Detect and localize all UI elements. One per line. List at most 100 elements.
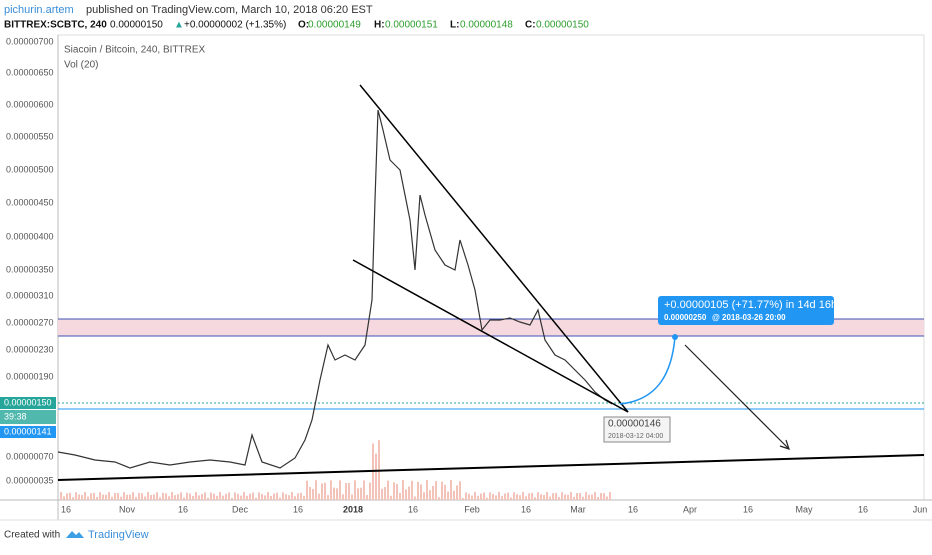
volume-bar [309, 487, 311, 500]
c: 0.00000150 [536, 20, 589, 31]
volume-bar [345, 483, 347, 500]
volume-bar [456, 485, 458, 500]
volume-bar [144, 496, 146, 500]
volume-bar [513, 492, 515, 500]
down-arrow [684, 344, 789, 449]
volume-bar [474, 492, 476, 500]
volume-bar [192, 496, 194, 500]
volume-bar [222, 495, 224, 500]
volume-bar [579, 493, 581, 500]
volume-bar [267, 492, 269, 500]
volume-bar [333, 487, 335, 500]
author[interactable]: pichurin.artem [4, 4, 74, 16]
volume-bar [114, 493, 116, 500]
footer-brand[interactable]: TradingView [88, 529, 149, 541]
volume-bar [273, 493, 275, 500]
volume-bar [402, 480, 404, 500]
volume-bar [135, 497, 137, 500]
volume-bar [540, 494, 542, 500]
volume-bar [255, 497, 257, 500]
low-price: 0.00000146 [608, 419, 661, 430]
line-price-tag [0, 426, 56, 438]
volume-bar [186, 492, 188, 500]
y-tick-label: 0.00000650 [6, 67, 54, 77]
volume-bar [381, 488, 383, 500]
published: published on TradingView.com, March 10, … [86, 4, 373, 16]
volume-bar [357, 488, 359, 500]
volume-bar [258, 492, 260, 500]
x-tick-label: Nov [119, 504, 136, 514]
volume-bar [264, 495, 266, 500]
volume-bar [363, 480, 365, 500]
volume-bar [576, 493, 578, 500]
volume-bar [153, 494, 155, 500]
arrow: ▲ [174, 20, 184, 31]
volume-bar [237, 493, 239, 500]
volume-bar [429, 490, 431, 500]
x-tick-label: 16 [858, 504, 868, 514]
volume-bar [183, 497, 185, 500]
volume-bar [411, 480, 413, 500]
volume-bar [294, 496, 296, 500]
y-tick-label: 0.00000190 [6, 371, 54, 381]
volume-bar [90, 493, 92, 500]
volume-bars [60, 440, 611, 500]
l-label: L: [450, 20, 459, 31]
legend-title: Siacoin / Bitcoin, 240, BITTREX [64, 45, 206, 56]
volume-bar [105, 494, 107, 500]
trendline-lower [352, 259, 629, 413]
y-tick-label: 0.00000550 [6, 131, 54, 141]
volume-bar [528, 493, 530, 500]
x-tick-label: 16 [293, 504, 303, 514]
target-change: +0.00000105 (+71.77%) in 14d 16h [664, 299, 837, 311]
volume-bar [252, 492, 254, 500]
volume-bar [552, 493, 554, 500]
volume-bar [141, 493, 143, 500]
x-tick-label: 16 [408, 504, 418, 514]
volume-bar [435, 481, 437, 500]
volume-bar [132, 492, 134, 500]
volume-bar [417, 481, 419, 500]
volume-bar [471, 495, 473, 500]
volume-bar [606, 496, 608, 500]
y-tick-label: 0.00000600 [6, 99, 54, 109]
volume-bar [219, 492, 221, 500]
volume-bar [531, 492, 533, 500]
volume-bar [291, 492, 293, 500]
x-tick-label: Apr [683, 504, 697, 514]
volume-bar [282, 492, 284, 500]
volume-bar [438, 497, 440, 500]
volume-bar [570, 492, 572, 500]
volume-bar [534, 497, 536, 500]
volume-bar [582, 496, 584, 500]
target-date: @ 2018-03-26 20:00 [712, 313, 786, 322]
volume-bar [522, 492, 524, 500]
y-tick-label: 0.00000270 [6, 317, 54, 327]
time-axis: 16 Nov 16 Dec 16 2018 16 Feb 16 Mar 16 Apr 16 May 16 Ju… [61, 504, 927, 514]
x-tick-label: May [795, 504, 813, 514]
volume-bar [138, 492, 140, 500]
volume-bar [399, 492, 401, 500]
price-axis: 0.00000700 0.00000650 0.00000600 0.00000550… [6, 36, 54, 485]
volume-bar [159, 497, 161, 500]
volume-bar [462, 497, 464, 500]
volume-bar [366, 495, 368, 500]
trendline-base [57, 454, 925, 481]
volume-bar [477, 495, 479, 500]
volume-bar [120, 496, 122, 500]
x-tick-label: 16 [743, 504, 753, 514]
volume-bar [537, 492, 539, 500]
legend-volume: Vol (20) [64, 60, 98, 71]
volume-bar [165, 493, 167, 500]
volume-bar [375, 453, 377, 500]
volume-bar [510, 497, 512, 500]
volume-bar [486, 497, 488, 500]
volume-bar [393, 482, 395, 500]
y-tick-label: 0.00000350 [6, 264, 54, 274]
volume-bar [210, 492, 212, 500]
volume-bar [129, 494, 131, 500]
volume-bar [555, 492, 557, 500]
y-tick-label: 0.00000035 [6, 475, 54, 485]
l: 0.00000148 [460, 20, 513, 31]
volume-bar [567, 494, 569, 500]
